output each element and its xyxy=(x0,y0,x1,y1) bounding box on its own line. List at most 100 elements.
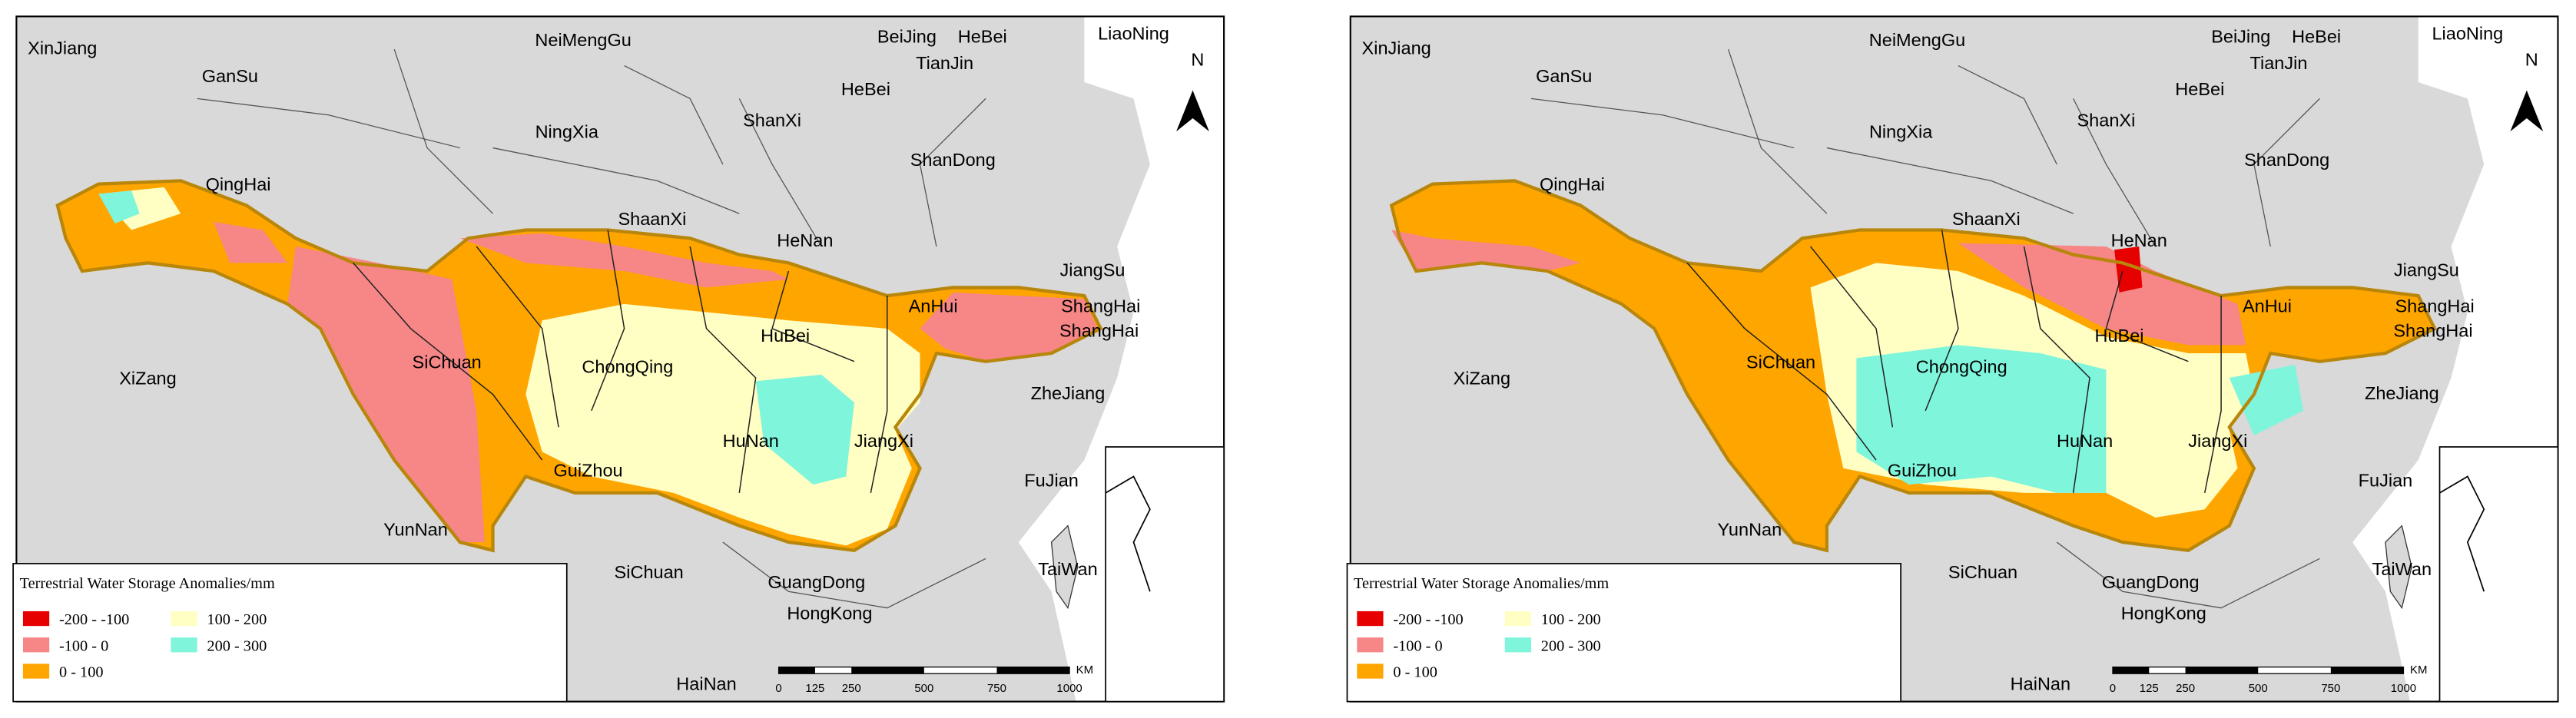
province-label: NeiMengGu xyxy=(1869,30,1965,50)
province-label: ChongQing xyxy=(582,357,673,377)
legend-title: Terrestrial Water Storage Anomalies/mm xyxy=(20,575,275,592)
province-label: GanSu xyxy=(202,66,258,86)
legend-label: -100 - 0 xyxy=(1393,637,1442,654)
anomaly-region xyxy=(1391,230,1581,272)
province-label: HeBei xyxy=(958,27,1007,47)
anomaly-region xyxy=(213,221,288,263)
legend: Terrestrial Water Storage Anomalies/mm -2… xyxy=(1346,563,1901,703)
province-label: ShanDong xyxy=(2244,150,2329,170)
province-border xyxy=(722,541,986,609)
province-border xyxy=(476,246,559,428)
province-label: TaiWan xyxy=(2372,559,2432,579)
scale-tick-label: 750 xyxy=(987,682,1006,695)
province-label: ShanXi xyxy=(2077,111,2136,131)
legend-swatch xyxy=(1357,663,1384,679)
province-label: TianJin xyxy=(916,53,973,73)
province-label: FuJian xyxy=(1024,470,1079,490)
province-label: XinJiang xyxy=(1362,38,1431,58)
province-label: SiChuan xyxy=(1948,562,2017,582)
scale-unit: KM xyxy=(2410,663,2427,677)
legend-label: -200 - -100 xyxy=(1393,611,1463,628)
province-border xyxy=(393,48,493,214)
province-label: XiZang xyxy=(1454,369,1510,389)
province-border xyxy=(1826,147,2074,214)
province-border xyxy=(689,246,757,493)
province-label: HeNan xyxy=(2111,230,2167,250)
province-border xyxy=(870,296,888,494)
province-label: JiangSu xyxy=(1060,260,1126,280)
island xyxy=(2385,524,2412,610)
scale-segment xyxy=(2330,667,2404,674)
anomaly-region xyxy=(1856,345,2107,493)
province-border xyxy=(2105,270,2189,362)
province-border xyxy=(1809,246,1894,428)
province-label: SiChuan xyxy=(413,352,482,372)
province-label: GanSu xyxy=(1536,66,1592,86)
legend-swatch xyxy=(1357,637,1384,653)
legend: Terrestrial Water Storage Anomalies/mm -2… xyxy=(12,563,568,703)
province-border xyxy=(2253,98,2320,247)
anomaly-region xyxy=(98,190,140,223)
province-label: NingXia xyxy=(1869,122,1933,142)
scale-segment xyxy=(778,667,815,674)
legend-swatch xyxy=(22,663,50,679)
scale-tick-label: 0 xyxy=(2110,682,2116,695)
scale-segment xyxy=(851,667,924,674)
province-label: ShangHai xyxy=(2395,296,2474,316)
legend-box xyxy=(12,563,568,703)
legend-swatch xyxy=(22,610,50,627)
province-label: HongKong xyxy=(787,604,872,624)
province-label: XinJiang xyxy=(28,38,97,58)
province-label: XiZang xyxy=(119,369,176,389)
province-label: SiChuan xyxy=(615,562,684,582)
province-label: ShanXi xyxy=(743,111,801,131)
province-label: LiaoNing xyxy=(2432,23,2503,43)
province-border xyxy=(1925,230,1959,412)
province-border xyxy=(2203,296,2222,494)
province-border xyxy=(624,65,724,165)
scale-tick-label: 750 xyxy=(2321,682,2340,695)
scale-tick-label: 500 xyxy=(2249,682,2268,695)
north-label: N xyxy=(1191,50,1204,70)
scale-segment xyxy=(2185,667,2259,674)
scale-bar: 0 125 250 500 750 1000 KM xyxy=(775,663,1093,695)
province-label: HaiNan xyxy=(676,674,736,694)
province-label: ShangHai xyxy=(1059,321,1139,341)
province-label: JiangXi xyxy=(2188,431,2247,451)
province-label: HeBei xyxy=(841,79,890,99)
inset-coast xyxy=(2439,475,2485,592)
province-label: YunNan xyxy=(383,519,448,539)
anomaly-region xyxy=(1958,243,2246,346)
map-frame xyxy=(15,15,1225,703)
province-label: HuNan xyxy=(2057,431,2113,451)
legend-swatch xyxy=(1357,610,1384,627)
map-panel: XinJiang GanSu NeiMengGu BeiJing HeBei TianJi… xyxy=(12,15,1225,703)
province-border xyxy=(1530,98,1795,149)
legend-label: 0 - 100 xyxy=(1393,664,1437,681)
scale-tick-label: 0 xyxy=(775,682,781,695)
legend-swatch xyxy=(1504,637,1531,653)
legend-title: Terrestrial Water Storage Anomalies/mm xyxy=(1354,575,1609,592)
province-label: ZheJiang xyxy=(1031,383,1106,403)
province-label: QingHai xyxy=(206,174,271,194)
north-arrow xyxy=(2510,90,2544,132)
province-label: HaiNan xyxy=(2011,674,2070,694)
province-label: ShaanXi xyxy=(618,209,686,229)
province-label: LiaoNing xyxy=(1098,23,1169,43)
province-label: HuNan xyxy=(723,431,779,451)
legend-label: -100 - 0 xyxy=(59,637,108,654)
basin-outline xyxy=(1389,179,2437,553)
province-label: GuangDong xyxy=(2102,572,2200,592)
province-label: GuiZhou xyxy=(553,460,622,480)
province-label: FuJian xyxy=(2359,470,2413,490)
province-label: HeNan xyxy=(777,230,833,250)
north-arrow xyxy=(1176,90,1209,132)
province-label: HuBei xyxy=(2095,326,2144,346)
province-label: BeiJing xyxy=(2211,27,2270,47)
province-label: AnHui xyxy=(2243,296,2292,316)
province-label: ShanDong xyxy=(910,150,996,170)
anomaly-region xyxy=(287,246,485,543)
province-border xyxy=(591,230,625,412)
province-border xyxy=(1686,262,1877,461)
north-label: N xyxy=(2525,50,2538,70)
